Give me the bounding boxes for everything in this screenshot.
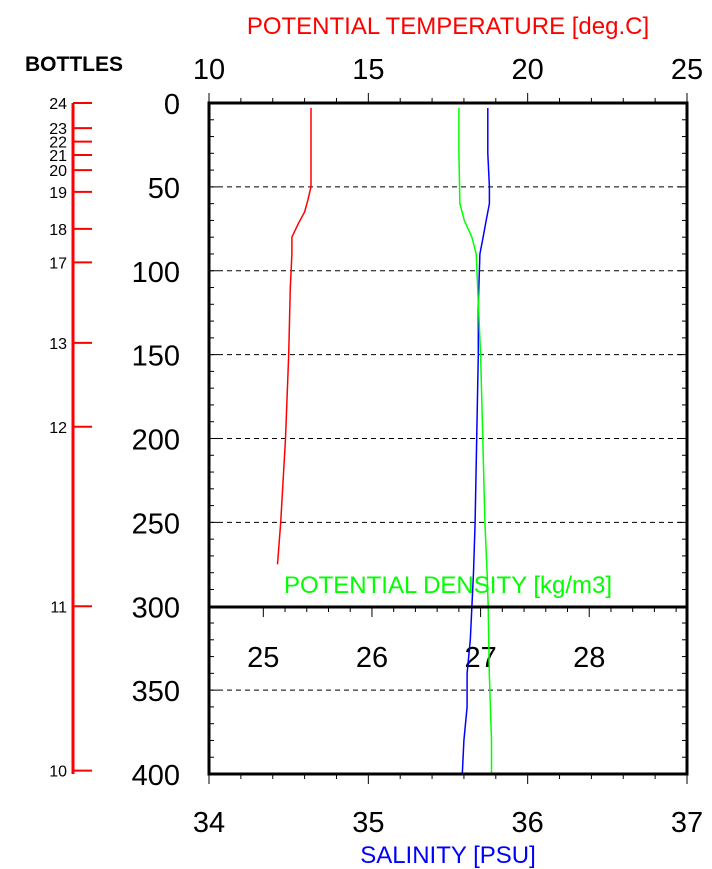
- y-tick-label: 250: [132, 508, 180, 540]
- bottom-tick-label: 35: [352, 807, 384, 839]
- y-tick-label: 100: [132, 257, 180, 289]
- density-axis-title: POTENTIAL DENSITY [kg/m3]: [284, 572, 612, 599]
- bottle-label: 19: [49, 185, 67, 202]
- bottle-label: 13: [49, 336, 67, 353]
- y-tick-label: 50: [148, 173, 180, 205]
- bottles-label: BOTTLES: [25, 53, 123, 76]
- density-profile-line: [458, 108, 493, 774]
- bottle-label: 17: [49, 255, 67, 272]
- y-tick-label: 350: [132, 676, 180, 708]
- tick-labels: 0 50 100 150 200 250 300 350 400 10 15 20 25 34 35 36 37…: [132, 54, 704, 839]
- plot-frame: [207, 101, 689, 776]
- bottle-label: 11: [50, 599, 67, 616]
- bottle-label: 20: [49, 163, 67, 180]
- temperature-profile-line: [276, 108, 312, 565]
- profile-series: [276, 108, 493, 775]
- bottom-tick-label: 37: [671, 807, 703, 839]
- top-tick-label: 20: [512, 54, 544, 86]
- y-tick-label: 400: [132, 760, 180, 792]
- y-tick-label: 150: [132, 341, 180, 373]
- bottle-label: 23: [49, 121, 67, 138]
- density-tick-label: 28: [573, 642, 605, 674]
- y-tick-label: 0: [164, 89, 180, 121]
- top-tick-label: 15: [352, 54, 384, 86]
- grid-lines: [209, 186, 687, 691]
- bottle-label: 12: [49, 420, 67, 437]
- bottom-tick-label: 36: [512, 807, 544, 839]
- top-tick-label: 25: [671, 54, 703, 86]
- bottom-axis-title: SALINITY [PSU]: [360, 842, 536, 869]
- bottle-label: 24: [49, 96, 67, 113]
- top-axis-title: POTENTIAL TEMPERATURE [deg.C]: [247, 13, 649, 40]
- bottom-tick-label: 34: [193, 807, 225, 839]
- density-tick-label: 25: [247, 642, 279, 674]
- y-tick-label: 300: [132, 592, 180, 624]
- y-tick-label: 200: [132, 425, 180, 457]
- bottle-label: 10: [49, 764, 67, 781]
- salinity-profile-line: [461, 108, 491, 775]
- bottle-label: 18: [49, 222, 67, 239]
- bottle-label: 21: [49, 148, 67, 165]
- density-tick-label: 26: [356, 642, 388, 674]
- bottle-label: 22: [49, 135, 67, 152]
- top-tick-label: 10: [193, 54, 225, 86]
